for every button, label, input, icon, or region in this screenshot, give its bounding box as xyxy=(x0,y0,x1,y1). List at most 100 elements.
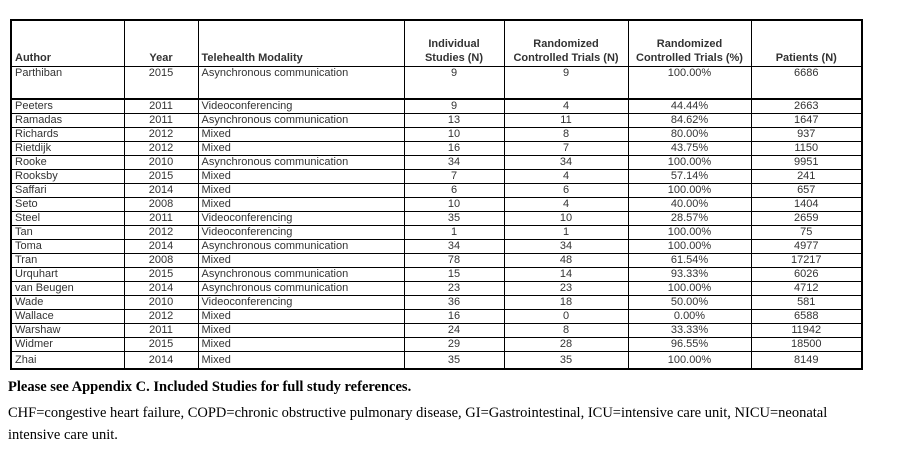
table-cell: Asynchronous communication xyxy=(197,66,405,100)
table-cell: 9 xyxy=(403,66,505,100)
table-cell: 2012 xyxy=(123,309,199,324)
table-cell: Videoconferencing xyxy=(197,98,405,114)
table-cell: 28.57% xyxy=(627,211,752,226)
table-cell: 0 xyxy=(503,309,629,324)
table-row: Toma 2014 Asynchronous communication 34 34 10… xyxy=(10,239,863,254)
table-cell: 2008 xyxy=(123,197,199,212)
table-cell: Videoconferencing xyxy=(197,225,405,240)
table-cell: 581 xyxy=(750,295,863,310)
appendix-reference-note: Please see Appendix C. Included Studies … xyxy=(8,379,412,395)
table-cell: Urquhart xyxy=(10,267,125,282)
table-cell: 6 xyxy=(403,183,505,198)
table-cell: 2015 xyxy=(123,169,199,184)
table-cell: 61.54% xyxy=(627,253,752,268)
table-cell: 44.44% xyxy=(627,98,752,114)
table-cell: 84.62% xyxy=(627,113,752,128)
table-cell: 11 xyxy=(503,113,629,128)
table-cell: 2008 xyxy=(123,253,199,268)
table-cell: 2015 xyxy=(123,337,199,352)
table-cell: Tan xyxy=(10,225,125,240)
table-cell: 16 xyxy=(403,309,505,324)
table-row: Rooksby 2015 Mixed 7 4 57.14% 241 xyxy=(10,169,863,184)
table-cell: Mixed xyxy=(197,169,405,184)
table-cell: 24 xyxy=(403,323,505,338)
table-cell: 100.00% xyxy=(627,351,752,370)
table-cell: 17217 xyxy=(750,253,863,268)
table-cell: Mixed xyxy=(197,351,405,370)
table-cell: 75 xyxy=(750,225,863,240)
table-row: Wallace 2012 Mixed 16 0 0.00% 6588 xyxy=(10,309,863,324)
table-cell: Mixed xyxy=(197,127,405,142)
table-cell: 657 xyxy=(750,183,863,198)
column-header-2: Year xyxy=(123,19,199,67)
table-cell: Mixed xyxy=(197,253,405,268)
table-cell: 2014 xyxy=(123,351,199,370)
table-cell: 100.00% xyxy=(627,225,752,240)
table-cell: 43.75% xyxy=(627,141,752,156)
table-cell: 13 xyxy=(403,113,505,128)
table-row: Seto 2008 Mixed 10 4 40.00% 1404 xyxy=(10,197,863,212)
table-cell: 57.14% xyxy=(627,169,752,184)
column-header-6: Randomized Controlled Trials (%) xyxy=(627,19,752,67)
table-cell: 96.55% xyxy=(627,337,752,352)
table-cell: 2663 xyxy=(750,98,863,114)
table-cell: 2012 xyxy=(123,225,199,240)
table-cell: 1 xyxy=(503,225,629,240)
table-cell: Mixed xyxy=(197,337,405,352)
table-cell: Asynchronous communication xyxy=(197,239,405,254)
table-cell: 2012 xyxy=(123,127,199,142)
table-cell: 9 xyxy=(403,98,505,114)
abbreviations-note: CHF=congestive heart failure, COPD=chron… xyxy=(8,405,828,443)
table-cell: 241 xyxy=(750,169,863,184)
table-row: Warshaw 2011 Mixed 24 8 33.33% 11942 xyxy=(10,323,863,338)
table-cell: 7 xyxy=(503,141,629,156)
table-row: Rietdijk 2012 Mixed 16 7 43.75% 1150 xyxy=(10,141,863,156)
table-cell: 23 xyxy=(503,281,629,296)
table-cell: 2659 xyxy=(750,211,863,226)
table-cell: Mixed xyxy=(197,141,405,156)
table-cell: Mixed xyxy=(197,309,405,324)
table-cell: 40.00% xyxy=(627,197,752,212)
table-cell: 15 xyxy=(403,267,505,282)
table-cell: 100.00% xyxy=(627,239,752,254)
table-cell: Mixed xyxy=(197,197,405,212)
table-cell: 2012 xyxy=(123,141,199,156)
table-cell: Zhai xyxy=(10,351,125,370)
table-cell: 8149 xyxy=(750,351,863,370)
table-cell: Asynchronous communication xyxy=(197,155,405,170)
table-cell: 100.00% xyxy=(627,183,752,198)
table-cell: 6588 xyxy=(750,309,863,324)
table-cell: 10 xyxy=(403,127,505,142)
telehealth-studies-table: Author Year Telehealth Modality Individual … xyxy=(10,19,863,370)
table-cell: Rooksby xyxy=(10,169,125,184)
footnotes: Please see Appendix C. Included Studies … xyxy=(8,379,899,446)
table-cell: 10 xyxy=(403,197,505,212)
table-cell: 16 xyxy=(403,141,505,156)
table-cell: 11942 xyxy=(750,323,863,338)
table-cell: 937 xyxy=(750,127,863,142)
table-row: Widmer 2015 Mixed 29 28 96.55% 18500 xyxy=(10,337,863,352)
table-cell: Richards xyxy=(10,127,125,142)
table-cell: Widmer xyxy=(10,337,125,352)
table-cell: Rooke xyxy=(10,155,125,170)
table-cell: 2014 xyxy=(123,239,199,254)
table-cell: 2010 xyxy=(123,295,199,310)
table-cell: 6686 xyxy=(750,66,863,100)
table-header-row: Author Year Telehealth Modality Individual … xyxy=(10,19,863,67)
table-cell: 7 xyxy=(403,169,505,184)
table-row: Peeters 2011 Videoconferencing 9 4 44.44% 2663 xyxy=(10,98,863,114)
table-cell: 4712 xyxy=(750,281,863,296)
table-cell: 34 xyxy=(403,155,505,170)
table-cell: 100.00% xyxy=(627,155,752,170)
table-cell: 2014 xyxy=(123,281,199,296)
table-cell: Parthiban xyxy=(10,66,125,100)
table-cell: 100.00% xyxy=(627,281,752,296)
table-cell: Warshaw xyxy=(10,323,125,338)
table-cell: Saffari xyxy=(10,183,125,198)
table-row: Urquhart 2015 Asynchronous communication 15… xyxy=(10,267,863,282)
table-cell: 80.00% xyxy=(627,127,752,142)
table-cell: 35 xyxy=(403,211,505,226)
table-cell: 1647 xyxy=(750,113,863,128)
table-row: Richards 2012 Mixed 10 8 80.00% 937 xyxy=(10,127,863,142)
table-row: Zhai 2014 Mixed 35 35 100.00% 8149 xyxy=(10,351,863,370)
